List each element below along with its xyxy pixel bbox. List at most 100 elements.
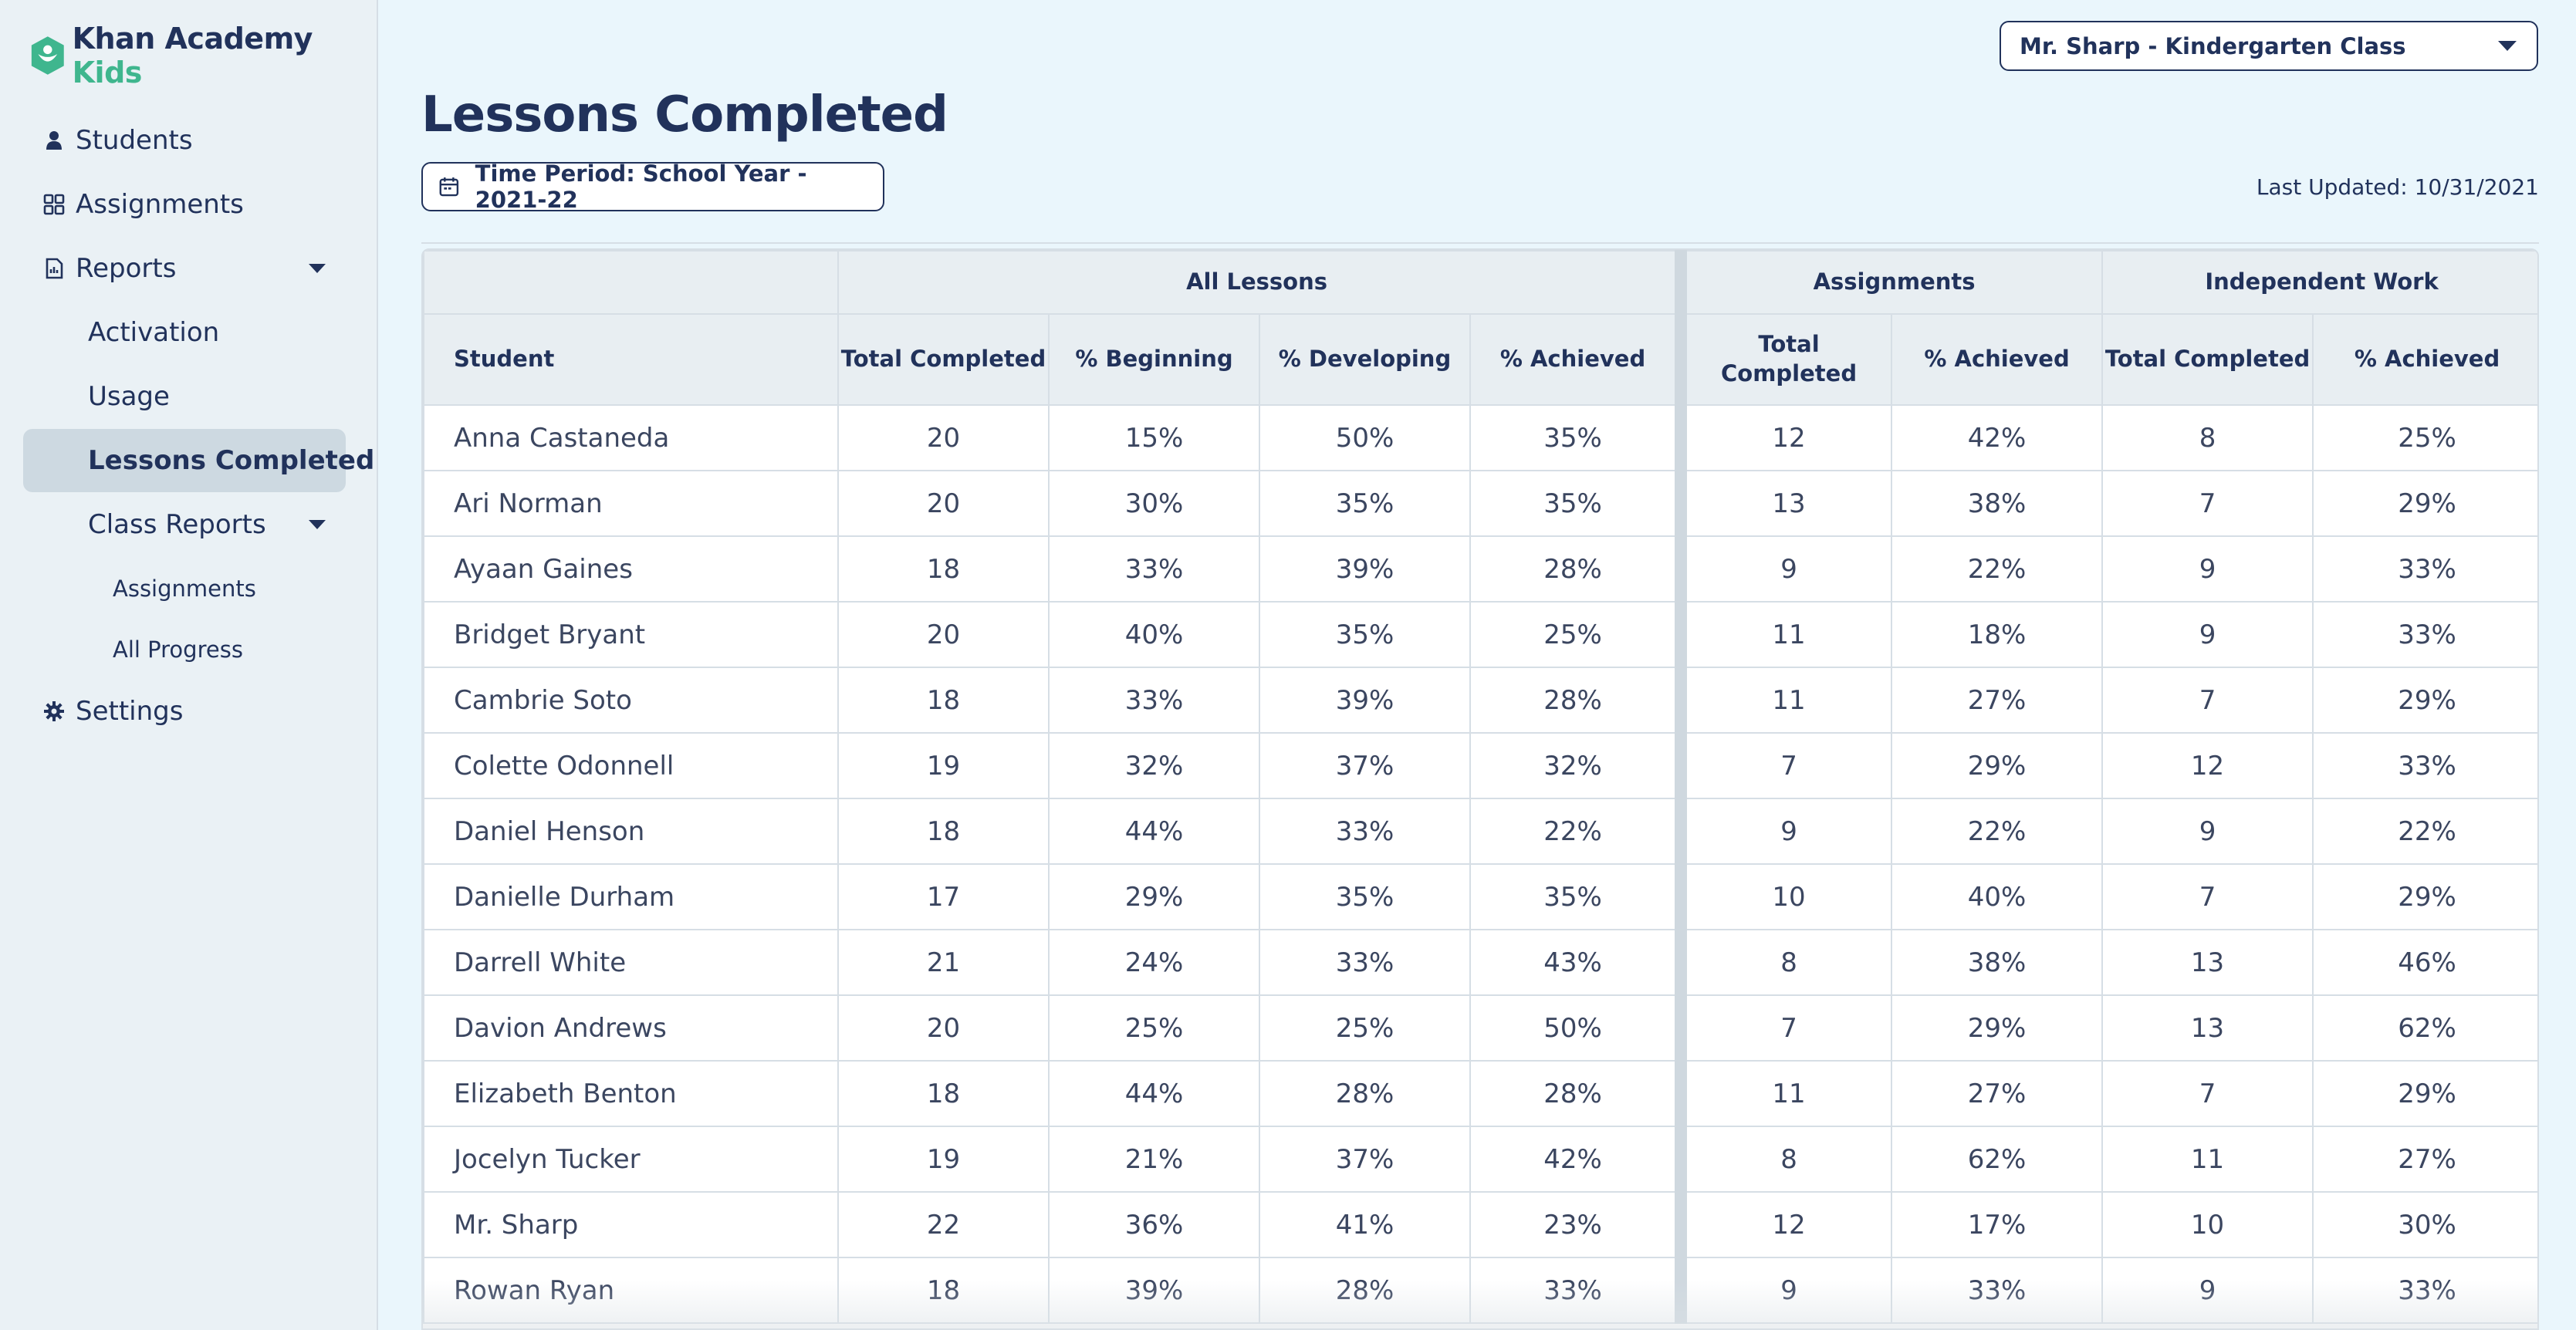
sidebar-item-label: Assignments: [76, 189, 244, 220]
table-cell: 62%: [2312, 994, 2537, 1062]
person-icon: [42, 128, 66, 153]
student-name-cell[interactable]: Davion Andrews: [423, 994, 839, 1062]
table-cell: 29%: [2312, 863, 2537, 930]
column-header-independent-total[interactable]: Total Completed: [2101, 313, 2314, 406]
sidebar-item-lessons-completed[interactable]: Lessons Completed: [88, 445, 374, 476]
student-name-cell[interactable]: Mr. Sharp: [423, 1191, 839, 1258]
student-name-cell[interactable]: Darrell White: [423, 929, 839, 996]
table-cell: 28%: [1469, 667, 1688, 734]
column-header-assignments-total[interactable]: Total Completed: [1680, 313, 1893, 406]
table-row[interactable]: Anna Castaneda 20 15% 50% 35% 12 42% 8 25%: [423, 404, 2537, 471]
sidebar-item-activation[interactable]: Activation: [88, 317, 219, 348]
table-cell: 12: [1680, 1191, 1893, 1258]
table-cell: 8: [2101, 404, 2314, 471]
sidebar-item-students[interactable]: Students: [42, 125, 193, 156]
table-cell: 35%: [1259, 470, 1471, 537]
table-cell: 37%: [1259, 1126, 1471, 1193]
table-cell: 7: [2101, 470, 2314, 537]
grid-icon: [42, 192, 66, 217]
table-row[interactable]: Cambrie Soto 18 33% 39% 28% 11 27% 7 29%: [423, 667, 2537, 734]
student-name-cell[interactable]: Jocelyn Tucker: [423, 1126, 839, 1193]
table-row[interactable]: Davion Andrews 20 25% 25% 50% 7 29% 13 62%: [423, 994, 2537, 1062]
table-cell: 9: [1680, 1257, 1893, 1324]
table-cell: 18: [837, 535, 1050, 603]
student-name-cell[interactable]: Rowan Ryan: [423, 1257, 839, 1324]
table-cell: 20: [837, 994, 1050, 1062]
student-name-cell[interactable]: Bridget Bryant: [423, 601, 839, 668]
student-name-cell[interactable]: Cambrie Soto: [423, 667, 839, 734]
table-row[interactable]: Rowan Ryan 18 39% 28% 33% 9 33% 9 33%: [423, 1257, 2537, 1324]
sidebar-item-usage[interactable]: Usage: [88, 381, 170, 412]
column-header-achieved[interactable]: % Achieved: [1469, 313, 1688, 406]
table-cell: 25%: [2312, 404, 2537, 471]
table-cell: 50%: [1469, 994, 1688, 1062]
sidebar-item-settings[interactable]: Settings: [42, 696, 183, 727]
sidebar-item-label: Settings: [76, 696, 184, 727]
chevron-down-icon[interactable]: [309, 264, 326, 273]
student-name-cell[interactable]: Danielle Durham: [423, 863, 839, 930]
lessons-table-container[interactable]: All Lessons Assignments Independent Work…: [421, 248, 2539, 1330]
student-name-cell[interactable]: Ari Norman: [423, 470, 839, 537]
table-cell: 18%: [1891, 601, 2104, 668]
column-header-beginning[interactable]: % Beginning: [1048, 313, 1260, 406]
table-cell: 35%: [1259, 863, 1471, 930]
table-row[interactable]: Darrell White 21 24% 33% 43% 8 38% 13 46%: [423, 929, 2537, 996]
table-cell: 40%: [1048, 601, 1260, 668]
sidebar-item-reports[interactable]: Reports: [42, 253, 176, 284]
sidebar-item-class-reports[interactable]: Class Reports: [88, 509, 266, 540]
table-cell: 9: [2101, 601, 2314, 668]
column-header-assignments-achieved[interactable]: % Achieved: [1891, 313, 2104, 406]
table-cell: 50%: [1259, 404, 1471, 471]
column-header-student[interactable]: Student: [423, 313, 839, 406]
table-row[interactable]: Elizabeth Benton 18 44% 28% 28% 11 27% 7 29%: [423, 1060, 2537, 1127]
sidebar-item-all-progress[interactable]: All Progress: [113, 636, 243, 663]
sidebar-item-label: Reports: [76, 253, 177, 284]
student-name-cell[interactable]: Daniel Henson: [423, 798, 839, 865]
student-name-cell[interactable]: Ayaan Gaines: [423, 535, 839, 603]
column-header-total-completed[interactable]: Total Completed: [837, 313, 1050, 406]
table-cell: 11: [1680, 1060, 1893, 1127]
table-cell: 27%: [1891, 667, 2104, 734]
class-select[interactable]: Mr. Sharp - Kindergarten Class: [2000, 21, 2538, 71]
table-cell: 41%: [1259, 1191, 1471, 1258]
table-cell: 43%: [1469, 929, 1688, 996]
table-row[interactable]: Ayaan Gaines 18 33% 39% 28% 9 22% 9 33%: [423, 535, 2537, 603]
table-cell: 35%: [1469, 470, 1688, 537]
table-cell: 28%: [1469, 535, 1688, 603]
table-cell: 36%: [1048, 1191, 1260, 1258]
last-updated: Last Updated: 10/31/2021: [2256, 174, 2539, 200]
student-name-cell[interactable]: Elizabeth Benton: [423, 1060, 839, 1127]
column-header-independent-achieved[interactable]: % Achieved: [2312, 313, 2537, 406]
chevron-down-icon[interactable]: [309, 520, 326, 529]
table-row[interactable]: Bridget Bryant 20 40% 35% 25% 11 18% 9 33%: [423, 601, 2537, 668]
time-period-button[interactable]: Time Period: School Year - 2021-22: [421, 160, 884, 213]
student-name-cell[interactable]: Anna Castaneda: [423, 404, 839, 471]
table-row[interactable]: Ari Norman 20 30% 35% 35% 13 38% 7 29%: [423, 470, 2537, 537]
table-row[interactable]: Daniel Henson 18 44% 33% 22% 9 22% 9 22%: [423, 798, 2537, 865]
table-cell: 8: [1680, 1126, 1893, 1193]
table-row[interactable]: Jocelyn Tucker 19 21% 37% 42% 8 62% 11 27%: [423, 1126, 2537, 1193]
table-cell: 28%: [1259, 1257, 1471, 1324]
table-cell: 18: [837, 1257, 1050, 1324]
brand-name: Khan Academy: [72, 22, 313, 56]
logo[interactable]: Khan Academy Kids: [29, 22, 377, 89]
column-header-developing[interactable]: % Developing: [1259, 313, 1471, 406]
table-row[interactable]: Colette Odonnell 19 32% 37% 32% 7 29% 12 33%: [423, 732, 2537, 799]
divider: [421, 242, 2539, 244]
khan-hexagon-icon: [31, 36, 64, 75]
table-cell: 33%: [1048, 667, 1260, 734]
table-cell: 23%: [1469, 1191, 1688, 1258]
table-cell: 9: [2101, 798, 2314, 865]
sidebar-item-assignments[interactable]: Assignments: [42, 189, 244, 220]
sidebar-item-class-assignments[interactable]: Assignments: [113, 576, 256, 602]
table-row[interactable]: Mr. Sharp 22 36% 41% 23% 12 17% 10 30%: [423, 1191, 2537, 1258]
table-cell: 18: [837, 798, 1050, 865]
table-cell: 33%: [1259, 929, 1471, 996]
group-header-all-lessons: All Lessons: [837, 250, 1688, 315]
table-cell: 8: [1680, 929, 1893, 996]
table-cell: 38%: [1891, 470, 2104, 537]
table-row[interactable]: Danielle Durham 17 29% 35% 35% 10 40% 7 29%: [423, 863, 2537, 930]
table-cell: 37%: [1259, 732, 1471, 799]
student-name-cell[interactable]: Colette Odonnell: [423, 732, 839, 799]
table-cell: 22%: [1469, 798, 1688, 865]
